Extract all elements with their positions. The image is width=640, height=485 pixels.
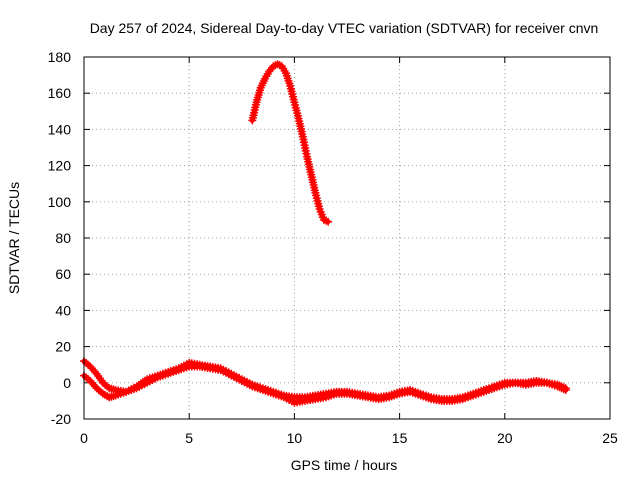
y-tick-label: 140: [48, 121, 72, 137]
series-lower-trace-b: [80, 362, 570, 407]
data-point: [91, 367, 99, 376]
y-tick-label: 100: [48, 194, 72, 210]
chart-title: Day 257 of 2024, Sidereal Day-to-day VTE…: [90, 20, 599, 36]
y-tick-label: 80: [55, 230, 71, 246]
y-tick-label: 120: [48, 158, 72, 174]
y-tick-label: 40: [55, 302, 71, 318]
y-tick-label: 180: [48, 49, 72, 65]
y-tick-label: 20: [55, 339, 71, 355]
x-tick-label: 15: [392, 430, 408, 446]
plot-frame: [83, 56, 611, 420]
x-tick-label: 10: [287, 430, 303, 446]
axis-ticks: -20 0 20 40 60 80 100 120 140 160 180 0 5 10 15 20 25: [48, 49, 618, 446]
y-tick-label: 60: [55, 266, 71, 282]
data-point: [91, 382, 99, 391]
grid-lines: [84, 57, 610, 419]
x-axis-label: GPS time / hours: [291, 457, 398, 473]
y-tick-label: 0: [63, 375, 71, 391]
series-upper-arc: [248, 60, 333, 226]
x-tick-label: 20: [497, 430, 513, 446]
x-tick-label: 5: [185, 430, 193, 446]
x-tick-label: 25: [602, 430, 618, 446]
y-axis-label: SDTVAR / TECUs: [6, 182, 22, 294]
y-tick-label: 160: [48, 85, 72, 101]
y-tick-label: -20: [51, 411, 71, 427]
data-point: [561, 386, 570, 394]
x-tick-label: 0: [80, 430, 88, 446]
data-series: [80, 60, 570, 407]
data-point: [324, 217, 333, 226]
